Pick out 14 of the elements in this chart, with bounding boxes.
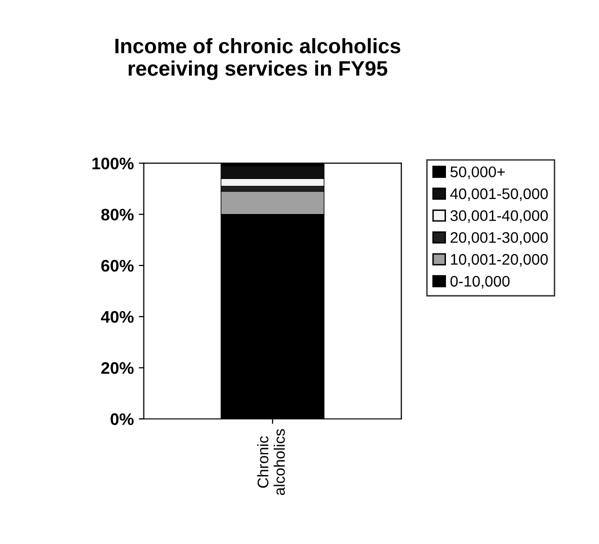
y-tick-label: 0% — [110, 413, 134, 426]
legend-label: 30,001-40,000 — [450, 210, 548, 223]
legend-label: 50,000+ — [450, 166, 505, 180]
y-tick-label: 100% — [92, 158, 134, 170]
legend-label: 10,001-20,000 — [451, 254, 548, 267]
legend-label: 40,001-50,000 — [450, 188, 548, 201]
y-tick-label: 40% — [100, 311, 134, 323]
y-tick-label: 20% — [101, 362, 134, 374]
chart-title: Income of chronic alcoholics receiving services in FY95 — [115, 38, 400, 80]
x-tick-label: Chronic alcoholics — [257, 429, 285, 496]
y-tick-label: 80% — [101, 208, 134, 221]
legend-label: 20,001-30,000 — [450, 232, 548, 245]
legend-label: 0-10,000 — [450, 276, 510, 288]
y-tick-label: 60% — [101, 260, 134, 272]
